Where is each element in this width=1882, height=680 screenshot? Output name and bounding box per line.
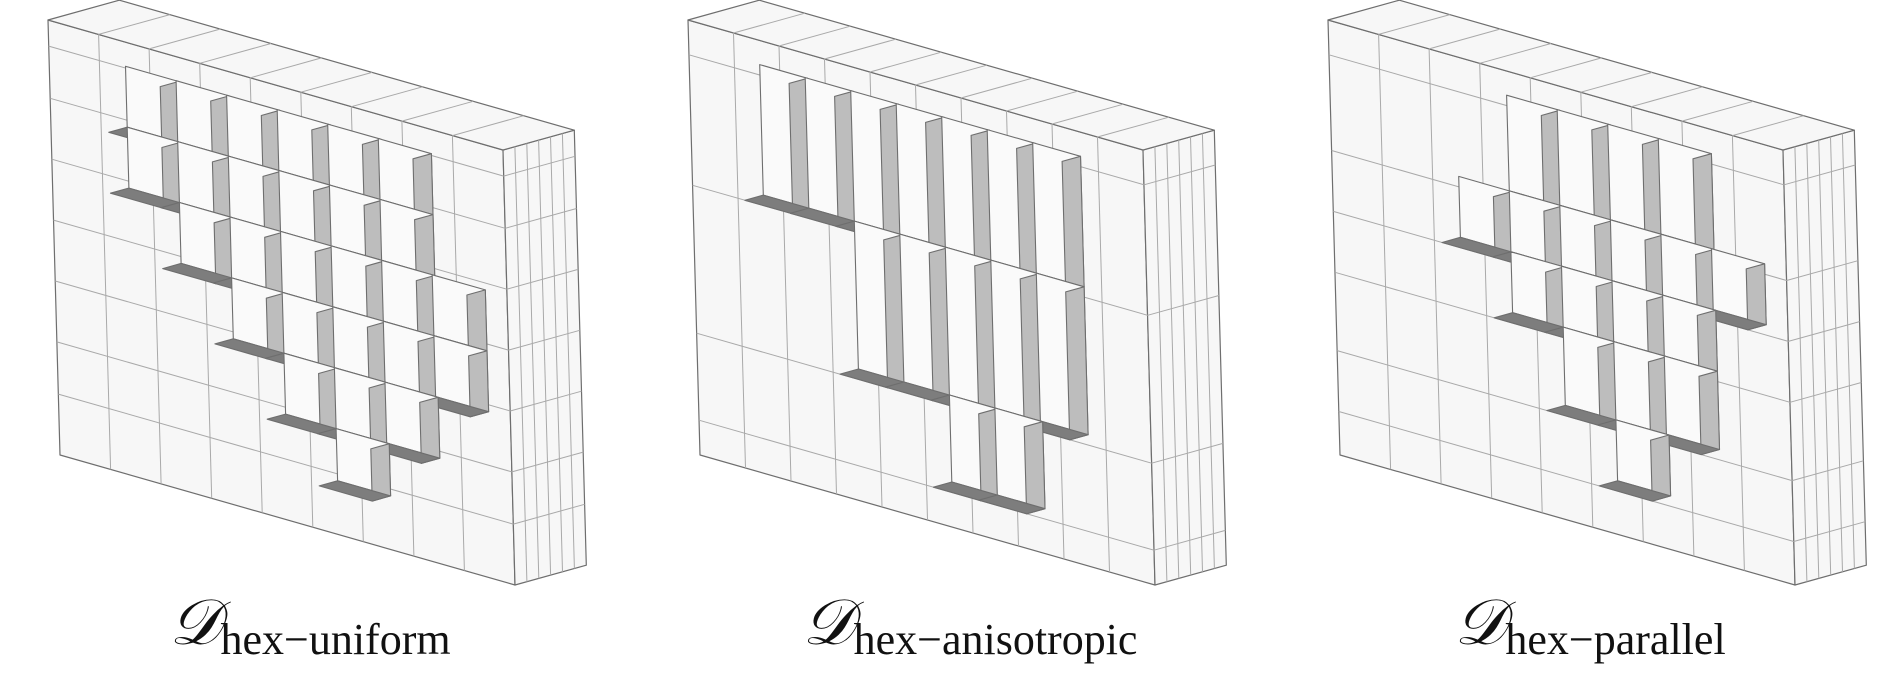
right-grid-vertical xyxy=(1201,133,1215,569)
right-grid-horizontal xyxy=(1791,460,1864,482)
front-grid-vertical xyxy=(1731,135,1745,571)
right-grid-vertical xyxy=(1830,136,1843,572)
top-grid xyxy=(1378,14,1451,35)
right-grid-vertical xyxy=(550,136,563,572)
right-grid-vertical xyxy=(1166,143,1180,579)
cell-side-wall xyxy=(1061,155,1085,293)
right-grid-vertical xyxy=(1818,140,1832,576)
top-grid xyxy=(1479,43,1552,64)
top-grid xyxy=(778,25,851,47)
label-parallel-subscript: hex−parallel xyxy=(1505,615,1726,664)
front-grid-horizontal xyxy=(698,419,1155,551)
right-grid-vertical xyxy=(1806,143,1820,579)
top-grid xyxy=(869,51,942,73)
front-grid-vertical xyxy=(733,32,746,469)
top-grid xyxy=(452,115,524,137)
cell-floor xyxy=(978,494,1046,515)
front-grid-vertical xyxy=(98,34,112,470)
top-grid xyxy=(401,100,474,122)
top-grid xyxy=(1631,86,1703,108)
right-grid-horizontal xyxy=(1143,164,1216,186)
right-grid-horizontal xyxy=(1153,529,1226,551)
front-grid-vertical xyxy=(1479,63,1493,499)
right-grid-horizontal xyxy=(505,208,577,229)
right-grid-horizontal xyxy=(511,451,584,473)
right-grid-horizontal xyxy=(1151,442,1224,464)
top-grid xyxy=(1051,103,1124,125)
cube-uniform xyxy=(47,0,587,586)
top-grid xyxy=(960,77,1033,99)
right-grid-vertical xyxy=(561,133,575,569)
label-uniform: 𝒟hex−uniform xyxy=(80,586,540,676)
top-grid xyxy=(1580,71,1653,93)
right-grid-horizontal xyxy=(1783,164,1856,186)
cell-floor xyxy=(1598,480,1672,502)
top-grid xyxy=(1732,115,1804,137)
cell-side-wall xyxy=(1698,370,1721,456)
cube-anisotropic xyxy=(687,0,1227,586)
right-grid-horizontal xyxy=(1789,382,1862,403)
right-grid-horizontal xyxy=(1147,295,1220,316)
front-grid-vertical xyxy=(1097,136,1110,573)
label-anisotropic-subscript: hex−anisotropic xyxy=(853,615,1138,664)
cell-side-wall xyxy=(1065,286,1089,441)
front-grid-horizontal xyxy=(1338,411,1794,542)
right-grid-vertical xyxy=(1841,133,1855,569)
right-grid-horizontal xyxy=(506,268,579,290)
right-grid-horizontal xyxy=(508,329,580,351)
label-parallel-symbol: 𝒟 xyxy=(1454,586,1505,660)
right-grid-vertical xyxy=(1190,136,1203,572)
cell-floor xyxy=(318,480,392,502)
label-anisotropic-symbol: 𝒟 xyxy=(802,586,854,660)
right-grid-vertical xyxy=(1794,146,1808,582)
top-grid xyxy=(824,38,896,60)
right-grid-vertical xyxy=(538,140,552,576)
right-grid-vertical xyxy=(1178,140,1192,576)
cell-side-wall xyxy=(1023,421,1046,515)
top-grid xyxy=(915,64,987,86)
top-grid xyxy=(1097,116,1169,138)
top-grid xyxy=(148,28,221,50)
label-uniform-symbol: 𝒟 xyxy=(169,586,220,660)
top-grid xyxy=(1006,90,1078,112)
right-grid-vertical xyxy=(514,146,528,582)
right-grid-horizontal xyxy=(1793,521,1866,542)
cube-parallel xyxy=(1327,0,1867,586)
front-grid-vertical xyxy=(1428,48,1442,484)
top-grid xyxy=(733,12,805,34)
right-grid-horizontal xyxy=(513,503,585,525)
right-grid-horizontal xyxy=(1788,321,1860,342)
right-grid-vertical xyxy=(1154,146,1168,582)
label-parallel: 𝒟hex−parallel xyxy=(1360,586,1820,676)
top-grid xyxy=(1428,28,1501,50)
right-grid-vertical xyxy=(526,143,540,579)
cell-side-wall xyxy=(1692,153,1715,256)
top-grid xyxy=(1530,57,1602,79)
top-grid xyxy=(351,86,423,108)
right-grid-horizontal xyxy=(510,390,582,412)
top-grid xyxy=(300,71,373,93)
top-grid xyxy=(1681,100,1754,122)
front-grid-vertical xyxy=(1378,34,1392,470)
right-grid-horizontal xyxy=(503,155,576,177)
top-grid xyxy=(199,43,272,64)
label-anisotropic: 𝒟hex−anisotropic xyxy=(690,586,1250,676)
right-grid-horizontal xyxy=(1786,260,1859,281)
top-grid xyxy=(250,57,322,79)
top-grid xyxy=(98,14,171,35)
label-uniform-subscript: hex−uniform xyxy=(220,615,451,664)
front-grid-horizontal xyxy=(58,393,514,525)
